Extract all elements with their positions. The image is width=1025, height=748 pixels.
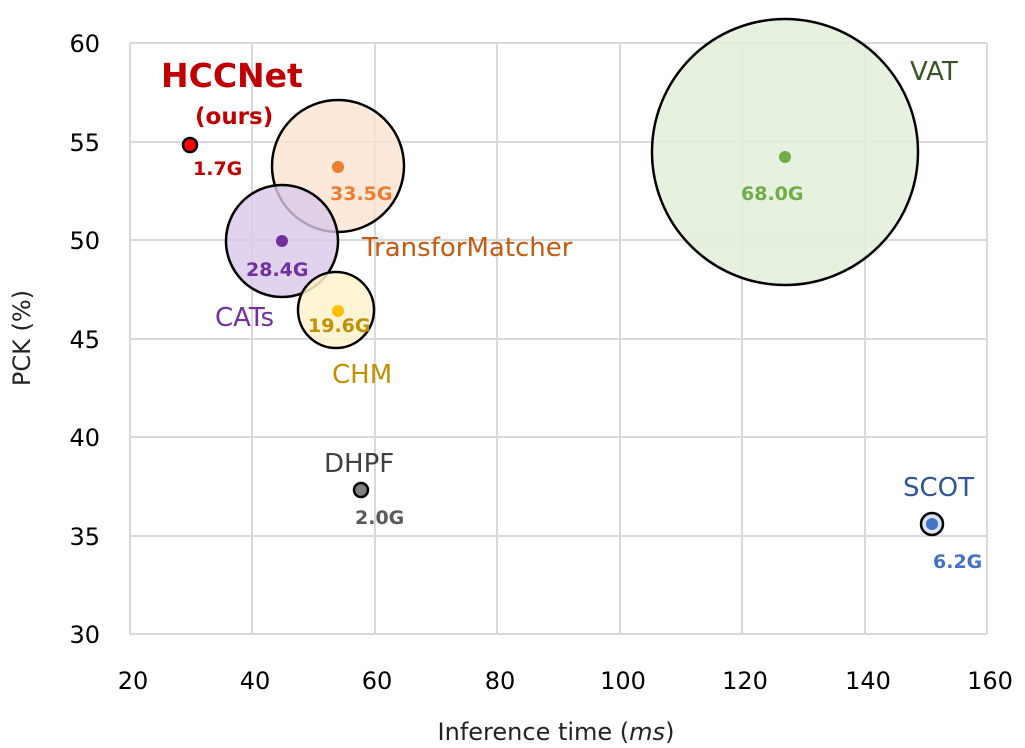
x-axis-title-suffix: ) [665, 718, 674, 746]
y-tick: 35 [69, 523, 100, 551]
label-cats: CATs [215, 303, 274, 333]
label-transformatcher: TransforMatcher [361, 233, 573, 263]
flops-vat: 68.0G [741, 183, 803, 205]
y-tick: 40 [69, 424, 100, 452]
x-axis-title-prefix: Inference time ( [438, 718, 630, 746]
dot-scot[interactable] [926, 518, 938, 530]
label-vat: VAT [910, 57, 958, 87]
flops-chm: 19.6G [308, 315, 370, 337]
flops-scot: 6.2G [933, 551, 982, 573]
x-tick: 80 [485, 667, 516, 695]
y-axis-title: PCK (%) [8, 290, 36, 386]
dot-chm[interactable] [332, 305, 344, 317]
flops-transformatcher: 33.5G [330, 183, 392, 205]
bubble-hccnet[interactable] [181, 136, 199, 154]
point-labels: HCCNet (ours) 1.7G 33.5G TransforMatcher… [161, 56, 982, 573]
dot-transformatcher[interactable] [332, 161, 344, 173]
bubbles [181, 17, 945, 537]
x-tick: 140 [845, 667, 891, 695]
label-hccnet: HCCNet [161, 56, 303, 95]
x-tick: 40 [240, 667, 271, 695]
y-axis-ticks: 60 55 50 45 40 35 30 [69, 30, 100, 649]
x-tick: 20 [118, 667, 149, 695]
flops-hccnet: 1.7G [193, 158, 242, 180]
plot-area [129, 42, 988, 635]
label-chm: CHM [332, 360, 392, 390]
x-axis-ticks: 20 40 60 80 100 120 140 160 [118, 667, 1013, 695]
flops-dhpf: 2.0G [355, 507, 404, 529]
label-dhpf: DHPF [324, 449, 394, 479]
x-tick: 60 [362, 667, 393, 695]
label-scot: SCOT [903, 473, 974, 503]
y-tick: 50 [69, 227, 100, 255]
dot-cats[interactable] [276, 235, 288, 247]
flops-cats: 28.4G [246, 259, 308, 281]
x-axis-title-unit: ms [629, 718, 665, 746]
x-axis-title: Inference time (ms) [438, 718, 675, 746]
bubble-dhpf[interactable] [352, 481, 370, 499]
y-tick: 45 [69, 326, 100, 354]
x-tick: 100 [600, 667, 646, 695]
x-tick: 160 [967, 667, 1013, 695]
x-tick: 120 [722, 667, 768, 695]
y-tick: 30 [69, 621, 100, 649]
y-tick: 55 [69, 129, 100, 157]
y-tick: 60 [69, 30, 100, 58]
dot-vat[interactable] [779, 151, 791, 163]
label-hccnet-ours: (ours) [195, 104, 273, 130]
